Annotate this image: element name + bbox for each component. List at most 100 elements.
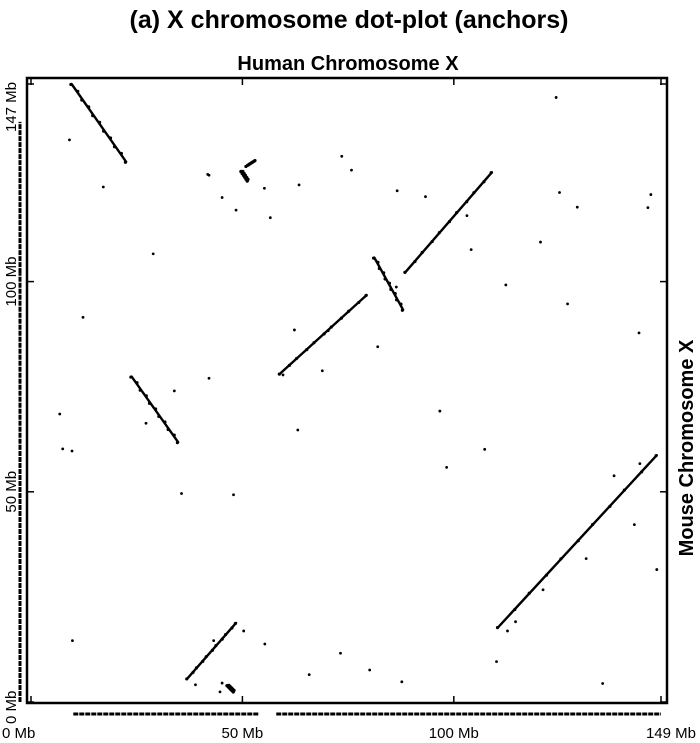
anchor-point (305, 347, 309, 352)
anchor-point (527, 591, 531, 595)
scatter-point (340, 154, 344, 158)
anchor-point (224, 632, 228, 637)
anchor-point (357, 300, 361, 305)
scatter-point (307, 673, 311, 677)
segment-2 (244, 158, 257, 169)
anchor-point (69, 82, 73, 87)
anchor-point (108, 136, 113, 140)
anchor-point (420, 250, 424, 255)
segment-1 (69, 82, 128, 164)
scatter-point (268, 216, 272, 220)
anchor-point (138, 388, 142, 392)
anchor-point (194, 666, 199, 670)
scatter-point (220, 196, 224, 199)
scatter-point (281, 373, 285, 377)
scatter-point (207, 376, 211, 380)
anchor-point (329, 325, 333, 329)
scatter-point (539, 240, 542, 244)
anchor-point (400, 308, 404, 312)
anchor-point (654, 454, 658, 458)
anchor-point (430, 239, 434, 244)
anchor-point (87, 105, 91, 109)
scatter-point (101, 185, 105, 189)
anchor-point (119, 151, 123, 156)
anchor-point (472, 191, 476, 195)
anchor-point (413, 259, 417, 264)
scatter-point (70, 449, 74, 453)
y-tick-label: 147 Mb (3, 82, 20, 132)
scatter-point (297, 183, 301, 187)
axes: 0 Mb 50 Mb 100 Mb 149 Mb 0 Mb 50 Mb 100 Mb 147 … (2, 78, 696, 742)
anchor-point (210, 648, 215, 652)
anchor-point (447, 220, 452, 224)
anchor-point (437, 230, 441, 235)
scatter-point (584, 557, 588, 561)
plot-data (58, 82, 659, 694)
scatter-point (469, 248, 473, 252)
scatter-point (655, 568, 659, 571)
anchor-point (544, 573, 549, 577)
scatter-point (483, 447, 487, 451)
anchor-point (123, 160, 128, 164)
scatter-point (368, 668, 372, 672)
anchor-point (101, 129, 106, 133)
anchor-point (157, 414, 161, 419)
scatter-point (394, 285, 398, 289)
anchor-point (495, 626, 500, 630)
anchor-point (455, 211, 459, 215)
anchor-point (339, 316, 344, 320)
scatter-point (61, 447, 65, 451)
plot-frame (25, 76, 669, 705)
scatter-point (68, 138, 71, 142)
anchor-point (231, 690, 235, 694)
x-axis-title: Human Chromosome X (237, 53, 459, 75)
scatter-point (495, 660, 498, 664)
anchor-point (376, 260, 380, 264)
anchor-point (295, 356, 299, 361)
anchor-point (465, 200, 469, 204)
anchor-point (383, 277, 387, 281)
scatter-point (649, 193, 653, 196)
scatter-point (646, 206, 650, 210)
anchor-point (277, 372, 281, 376)
anchor-point (591, 522, 595, 527)
scatter-point (554, 96, 558, 99)
scatter-point (326, 329, 330, 333)
anchor-point (513, 607, 517, 612)
scatter-point (58, 412, 62, 416)
anchor-point (245, 179, 249, 183)
anchor-point (322, 332, 326, 336)
scatter-point (376, 345, 380, 349)
scatter-point (232, 493, 235, 497)
scatter-point (438, 409, 442, 413)
scatter-point (566, 302, 569, 306)
scatter-point (541, 588, 545, 592)
scatter-point (212, 639, 216, 643)
anchor-point (129, 375, 133, 379)
anchor-point (144, 394, 148, 398)
anchor-point (154, 407, 158, 411)
segment-10 (225, 683, 236, 694)
anchor-point (252, 159, 256, 163)
anchor-point (172, 433, 176, 437)
y-tick-label: 50 Mb (3, 471, 20, 513)
anchor-point (135, 381, 139, 385)
scatter-point (350, 168, 353, 172)
anchor-point (395, 298, 399, 302)
scatter-point (320, 369, 324, 373)
anchor-point (204, 655, 208, 659)
anchor-point (393, 292, 397, 296)
anchor-point (347, 309, 351, 313)
segment-7 (129, 375, 180, 445)
anchor-point (76, 89, 80, 93)
scatter-point (172, 389, 176, 393)
anchor-point (112, 145, 117, 149)
y-tick-label: 100 Mb (3, 257, 20, 307)
anchor-point (185, 677, 189, 681)
scatter-point (637, 331, 641, 335)
anchor-point (389, 287, 393, 291)
scatter-point (506, 629, 509, 633)
scatter-point (424, 195, 427, 199)
scatter-point (220, 681, 224, 685)
